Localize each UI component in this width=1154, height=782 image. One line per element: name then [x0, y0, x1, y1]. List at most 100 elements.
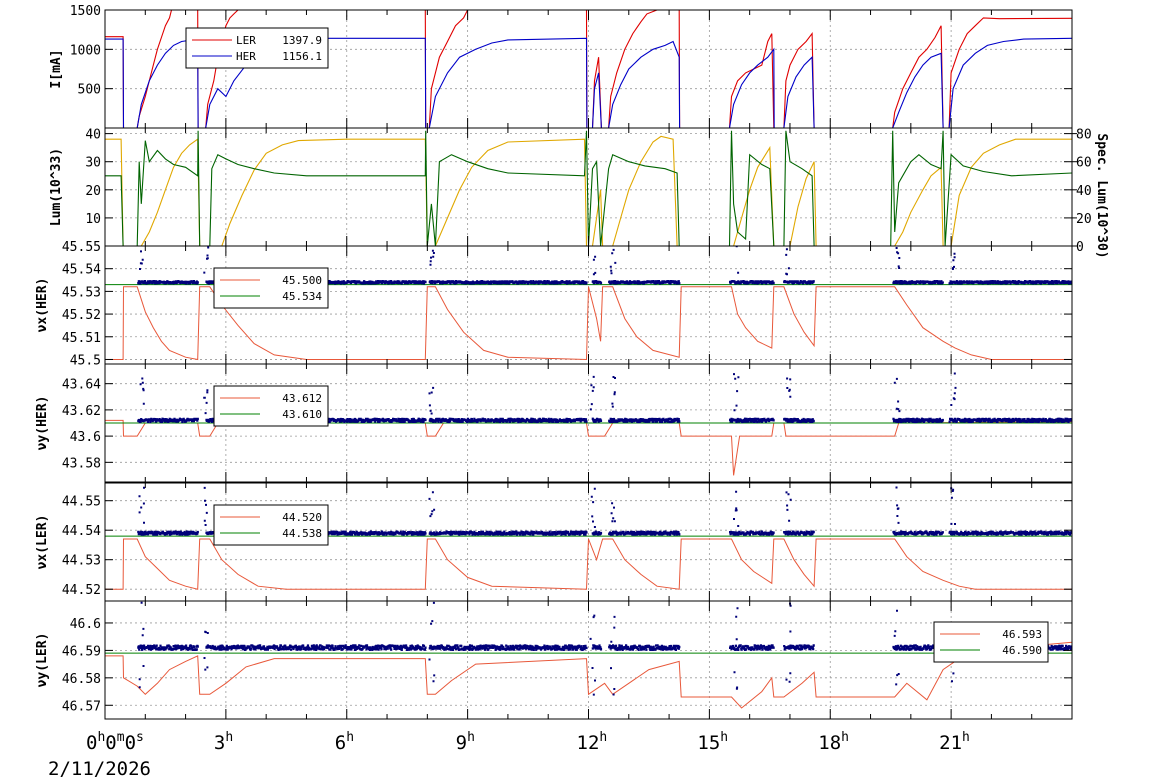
x-tick-label-part: 18 — [818, 732, 841, 754]
x-tick-label-part: 0 — [125, 732, 136, 754]
legend-value: 46.590 — [1002, 644, 1042, 657]
y-tick-label: 46.6 — [70, 617, 101, 632]
x-tick-label: 6h — [335, 730, 354, 754]
legend-nux_ler: 44.520 44.538 — [213, 504, 329, 546]
x-tick-label-part: h — [720, 730, 728, 745]
legend-box — [213, 504, 329, 546]
series-line-current-1 — [105, 37, 1072, 128]
legend-value: 43.612 — [282, 392, 322, 405]
panel-nuy_her: 43.58 43.6 43.62 43.64 νy(HER) 43.612 43.610 — [35, 363, 1073, 483]
series-line-luminosity-1 — [105, 130, 1072, 246]
x-tick-label: 3h — [214, 730, 233, 754]
panel-current: 500 1000 1500 I[mA] LER 1397.9 HER 1156.1 — [49, 4, 1073, 129]
x-tick-label-part: h — [599, 730, 607, 745]
panel-luminosity: 10 20 30 40 Lum(10^33) 0 20 40 60 80 Spec. Lum(10^… — [49, 127, 1109, 259]
x-tick-label-part: 9 — [456, 732, 467, 754]
y2-axis-label: Spec. Lum(10^30) — [1094, 133, 1109, 258]
legend-label: LER — [236, 34, 256, 47]
x-tick-label: 21h — [939, 730, 970, 754]
legend-label: HER — [236, 50, 256, 63]
panel-nuy_ler: 46.57 46.58 46.59 46.6 νy(LER) 46.593 46.590 — [35, 600, 1073, 720]
legend-value: 1156.1 — [282, 50, 322, 63]
legend-box — [213, 385, 329, 427]
x-tick-label-part: 3 — [214, 732, 225, 754]
y-tick-label: 43.58 — [62, 456, 101, 471]
x-tick-label-part: h — [467, 730, 475, 745]
y-tick-label: 44.52 — [62, 583, 101, 598]
x-tick-label-part: h — [97, 730, 105, 745]
legend-value: 46.593 — [1002, 628, 1042, 641]
x-tick-label-part: h — [346, 730, 354, 745]
y-tick-label: 10 — [85, 212, 101, 227]
y-tick-label: 45.5 — [70, 353, 101, 368]
series-group — [105, 130, 1072, 246]
legend-nuy_her: 43.612 43.610 — [213, 385, 329, 427]
measured-tune-points — [137, 644, 1072, 651]
x-tick-label: 18h — [818, 730, 849, 754]
y2-tick-label: 60 — [1076, 156, 1092, 171]
series-group — [105, 601, 1072, 709]
y-tick-label: 1000 — [70, 43, 101, 58]
y-tick-label: 40 — [85, 128, 101, 143]
y-tick-label: 44.54 — [62, 524, 101, 539]
x-tick-label-part: 15 — [697, 732, 720, 754]
setpoint-line — [105, 286, 1072, 361]
panel-nux_her: 45.5 45.51 45.52 45.53 45.54 45.55 νx(HER) 45.5… — [35, 240, 1073, 368]
y-tick-label: 46.58 — [62, 672, 101, 687]
y-axis-label: νy(HER) — [35, 396, 50, 451]
y-tick-label: 500 — [78, 83, 101, 98]
legend-value: 45.500 — [282, 274, 322, 287]
setpoint-line — [105, 538, 1072, 590]
y2-tick-label: 80 — [1076, 128, 1092, 143]
legend-current: LER 1397.9 HER 1156.1 — [185, 27, 329, 69]
x-tick-label-part: 21 — [939, 732, 962, 754]
y-axis-label: νx(HER) — [35, 278, 50, 333]
series-group — [105, 10, 1072, 128]
y2-tick-label: 0 — [1076, 240, 1084, 255]
legend-nuy_ler: 46.593 46.590 — [933, 621, 1049, 663]
x-tick-label-part: h — [962, 730, 970, 745]
x-tick-label: 0h0m0s — [86, 730, 144, 754]
y-tick-label: 45.51 — [62, 331, 101, 346]
x-tick-label-part: m — [117, 730, 125, 745]
y2-tick-label: 40 — [1076, 184, 1092, 199]
legend-value: 43.610 — [282, 408, 322, 421]
legend-nux_her: 45.500 45.534 — [213, 267, 329, 309]
x-tick-label-part: s — [136, 730, 144, 745]
x-tick-label-part: 12 — [577, 732, 600, 754]
tune-spikes — [139, 372, 957, 415]
legend-value: 44.520 — [282, 511, 322, 524]
x-tick-label: 15h — [697, 730, 728, 754]
x-tick-label-part: h — [841, 730, 849, 745]
y-tick-label: 43.64 — [62, 378, 101, 393]
y-tick-label: 45.52 — [62, 308, 101, 323]
legend-value: 1397.9 — [282, 34, 322, 47]
x-tick-label-part: 0 — [86, 732, 97, 754]
legend-box — [185, 27, 329, 69]
y-tick-label: 44.55 — [62, 495, 101, 510]
y-tick-label: 43.62 — [62, 404, 101, 419]
x-axis-date: 2/11/2026 — [48, 758, 151, 780]
y-tick-label: 44.53 — [62, 554, 101, 569]
y2-tick-label: 20 — [1076, 212, 1092, 227]
y-tick-label: 45.53 — [62, 285, 101, 300]
x-tick-label: 9h — [456, 730, 475, 754]
y-tick-label: 46.59 — [62, 644, 101, 659]
panel-nux_ler: 44.52 44.53 44.54 44.55 νx(LER) 44.520 44.538 — [35, 482, 1073, 602]
setpoint-line — [105, 641, 1072, 709]
x-tick-label: 12h — [577, 730, 608, 754]
setpoint-line — [105, 419, 1072, 476]
x-tick-label-part: h — [225, 730, 233, 745]
x-tick-label-part: 0 — [105, 732, 116, 754]
y-axis-label: Lum(10^33) — [49, 148, 64, 226]
legend-box — [933, 621, 1049, 663]
legend-value: 44.538 — [282, 527, 322, 540]
y-tick-label: 45.54 — [62, 263, 101, 278]
y-tick-label: 30 — [85, 156, 101, 171]
y-axis-label: νy(LER) — [35, 633, 50, 688]
tune-spikes — [138, 486, 956, 528]
y-tick-label: 46.57 — [62, 699, 101, 714]
y-axis-label: I[mA] — [49, 49, 64, 88]
